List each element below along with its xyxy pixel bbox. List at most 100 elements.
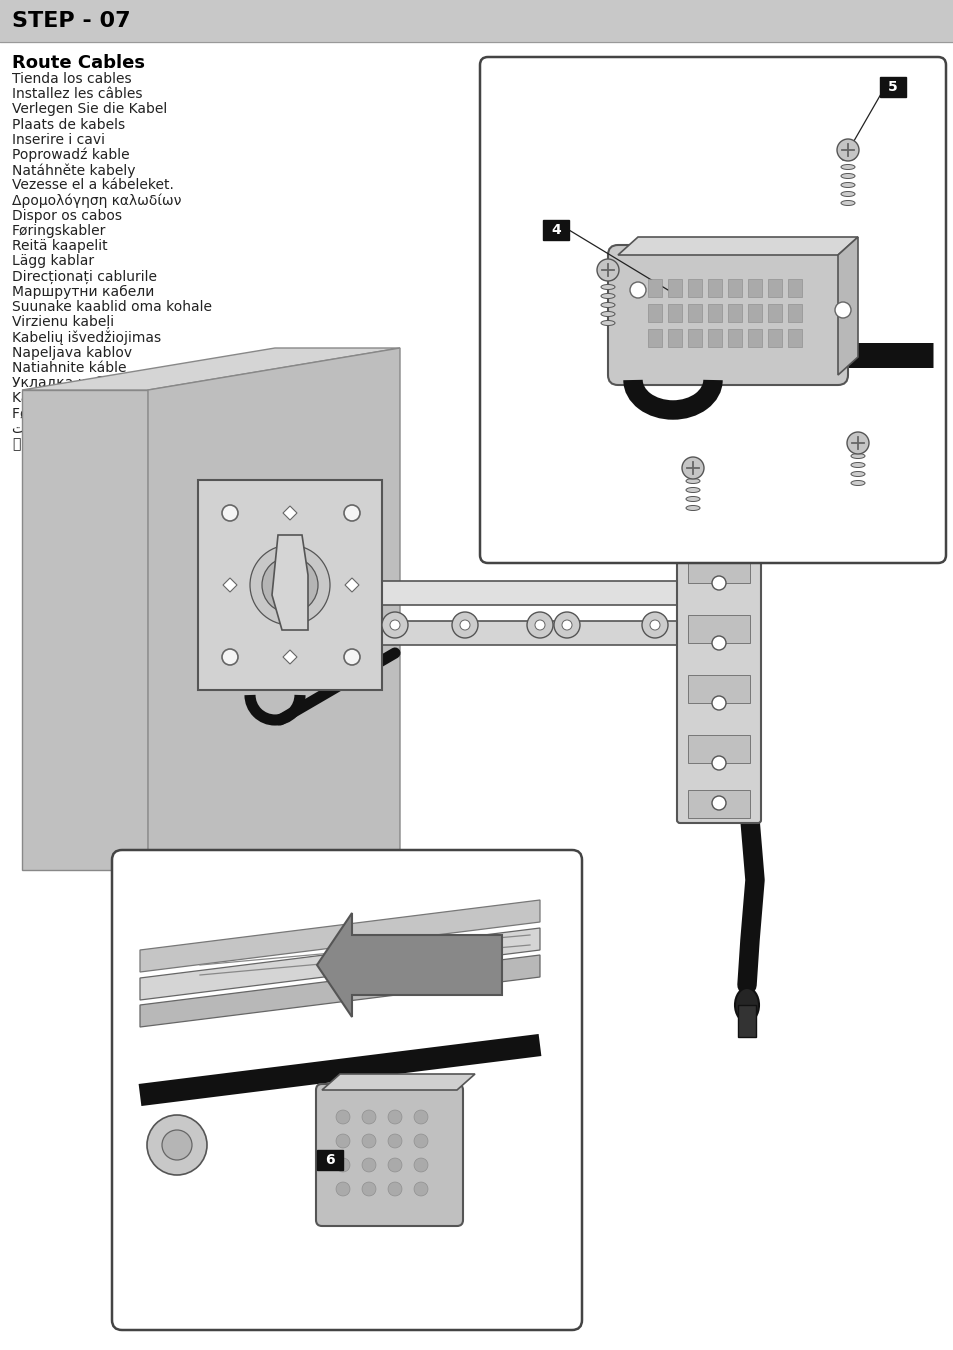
Polygon shape <box>22 390 148 869</box>
Circle shape <box>561 620 572 630</box>
Ellipse shape <box>600 312 615 316</box>
Circle shape <box>597 259 618 281</box>
FancyBboxPatch shape <box>479 57 945 563</box>
Circle shape <box>711 756 725 770</box>
Circle shape <box>361 1158 375 1172</box>
Ellipse shape <box>850 463 864 467</box>
Circle shape <box>162 1130 192 1160</box>
Bar <box>707 304 721 323</box>
Bar <box>0 0 953 42</box>
Circle shape <box>335 1134 350 1148</box>
FancyBboxPatch shape <box>315 1084 462 1226</box>
Bar <box>667 329 681 347</box>
Circle shape <box>147 1115 207 1174</box>
Text: Dispor os cabos: Dispor os cabos <box>12 209 122 223</box>
Circle shape <box>344 505 359 521</box>
Circle shape <box>711 636 725 649</box>
Text: Укладка кабелей: Укладка кабелей <box>12 377 138 390</box>
Ellipse shape <box>600 320 615 325</box>
Circle shape <box>390 620 399 630</box>
Circle shape <box>335 1110 350 1125</box>
Ellipse shape <box>850 481 864 486</box>
Text: Poprowadź kable: Poprowadź kable <box>12 148 130 162</box>
FancyBboxPatch shape <box>607 244 847 385</box>
Text: Installez les câbles: Installez les câbles <box>12 88 142 101</box>
Circle shape <box>414 1134 428 1148</box>
Bar <box>647 279 661 297</box>
Text: Natáhněte kabely: Natáhněte kabely <box>12 163 135 178</box>
Text: 6: 6 <box>325 1153 335 1166</box>
Circle shape <box>452 612 477 639</box>
Text: Маршрутни кабели: Маршрутни кабели <box>12 285 154 298</box>
Circle shape <box>388 1183 401 1196</box>
Bar <box>747 279 761 297</box>
Circle shape <box>711 697 725 710</box>
Ellipse shape <box>734 988 759 1022</box>
Circle shape <box>361 1110 375 1125</box>
Text: Lägg kablar: Lägg kablar <box>12 254 94 269</box>
Text: 4: 4 <box>551 223 560 238</box>
Bar <box>647 329 661 347</box>
Circle shape <box>414 1183 428 1196</box>
Circle shape <box>388 1110 401 1125</box>
Circle shape <box>250 545 330 625</box>
Ellipse shape <box>850 471 864 477</box>
Bar <box>667 304 681 323</box>
Polygon shape <box>223 578 236 593</box>
Text: Natiahnite káble: Natiahnite káble <box>12 360 127 375</box>
Circle shape <box>711 796 725 810</box>
Polygon shape <box>272 535 308 630</box>
Ellipse shape <box>685 478 700 483</box>
Polygon shape <box>140 927 539 1000</box>
Circle shape <box>535 620 544 630</box>
Text: Føringskabler: Føringskabler <box>12 224 107 238</box>
Circle shape <box>711 576 725 590</box>
Text: STEP - 07: STEP - 07 <box>12 11 131 31</box>
Bar <box>787 329 801 347</box>
Bar <box>647 304 661 323</box>
Text: Kabelių išvedžiojimas: Kabelių išvedžiojimas <box>12 331 161 344</box>
Circle shape <box>361 1134 375 1148</box>
Text: Δρομολόγηση καλωδίων: Δρομολόγηση καλωδίων <box>12 193 181 208</box>
Ellipse shape <box>841 201 854 205</box>
Circle shape <box>681 458 703 479</box>
Polygon shape <box>140 954 539 1027</box>
Ellipse shape <box>841 182 854 188</box>
Text: Før kablene: Før kablene <box>12 406 93 420</box>
Circle shape <box>284 579 295 591</box>
Bar <box>767 279 781 297</box>
Bar <box>687 329 701 347</box>
FancyBboxPatch shape <box>677 532 760 824</box>
Polygon shape <box>148 348 399 869</box>
Bar <box>316 1150 343 1170</box>
Bar <box>687 675 749 703</box>
Bar <box>687 279 701 297</box>
Circle shape <box>361 1183 375 1196</box>
Polygon shape <box>316 913 501 1017</box>
Circle shape <box>335 1158 350 1172</box>
Bar <box>879 77 905 97</box>
Circle shape <box>222 649 237 666</box>
Circle shape <box>262 558 317 613</box>
Bar <box>375 580 679 605</box>
Circle shape <box>641 612 667 639</box>
Bar <box>727 329 741 347</box>
Text: 5: 5 <box>887 80 897 94</box>
Bar <box>687 555 749 583</box>
Bar <box>787 304 801 323</box>
Circle shape <box>526 612 553 639</box>
Bar <box>687 616 749 643</box>
Bar <box>542 220 568 240</box>
Polygon shape <box>618 238 857 255</box>
Circle shape <box>649 620 659 630</box>
Polygon shape <box>322 1075 475 1089</box>
Polygon shape <box>837 238 857 375</box>
Bar <box>687 304 701 323</box>
Bar <box>738 1004 755 1037</box>
Circle shape <box>846 432 868 454</box>
Circle shape <box>414 1158 428 1172</box>
Bar <box>707 279 721 297</box>
Text: 线: 线 <box>12 437 20 451</box>
Text: توجيه الكبلات: توجيه الكبلات <box>12 421 129 436</box>
Text: Inserire i cavi: Inserire i cavi <box>12 132 105 147</box>
